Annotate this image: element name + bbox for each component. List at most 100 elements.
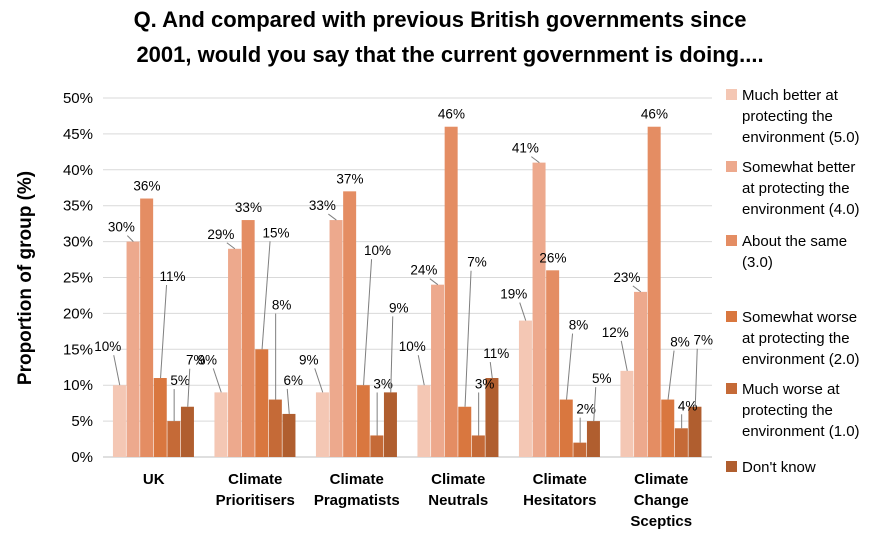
bar (214, 392, 228, 457)
bar (370, 435, 384, 457)
data-label: 7% (186, 353, 206, 368)
data-label: 4% (678, 398, 698, 413)
data-label: 19% (500, 287, 527, 302)
legend-label: environment (2.0) (742, 351, 860, 368)
bar (458, 406, 472, 457)
label-leader-line (314, 368, 324, 393)
label-leader-line (113, 355, 121, 386)
bar (573, 442, 587, 457)
label-leader-line (694, 348, 698, 407)
bar (356, 385, 370, 457)
bar (383, 392, 397, 457)
y-tick-label: 35% (63, 198, 93, 215)
legend-swatch (726, 311, 737, 322)
bar (485, 378, 499, 457)
bar (255, 349, 269, 457)
x-category-label: Climate (431, 471, 485, 488)
y-tick-label: 40% (63, 162, 93, 179)
legend-swatch (726, 235, 737, 246)
label-leader-line (620, 340, 628, 371)
bar (112, 385, 126, 457)
x-category-label: Sceptics (630, 513, 692, 530)
bar (282, 413, 296, 457)
legend-label: (3.0) (742, 254, 773, 271)
legend-swatch (726, 461, 737, 472)
y-tick-label: 50% (63, 90, 93, 107)
bar (634, 291, 648, 457)
data-label: 29% (207, 227, 234, 242)
data-label: 9% (197, 352, 217, 367)
data-label: 8% (670, 335, 690, 350)
bar (268, 399, 282, 457)
bar (620, 370, 634, 457)
label-leader-line (126, 235, 134, 242)
bar (674, 428, 688, 457)
data-label: 3% (373, 376, 393, 391)
y-tick-label: 25% (63, 270, 93, 287)
y-tick-label: 45% (63, 126, 93, 143)
data-label: 15% (263, 225, 290, 240)
data-label: 5% (170, 373, 190, 388)
data-label: 37% (336, 171, 363, 186)
y-tick-label: 10% (63, 377, 93, 394)
data-label: 24% (410, 263, 437, 278)
legend-swatch (726, 89, 737, 100)
legend-swatch (726, 383, 737, 394)
legend-label: Much worse at (742, 381, 840, 398)
data-label: 6% (283, 373, 303, 388)
data-label: 46% (438, 107, 465, 122)
bar (546, 270, 560, 457)
x-category-label: Climate (533, 471, 587, 488)
bar (140, 198, 154, 457)
legend-label: protecting the (742, 108, 833, 125)
x-category-label: Climate (228, 471, 282, 488)
data-label: 5% (592, 371, 612, 386)
bar (167, 421, 181, 457)
bar (661, 399, 675, 457)
legend-label: at protecting the (742, 180, 850, 197)
x-category-label: Pragmatists (314, 492, 400, 509)
data-label: 11% (160, 269, 186, 284)
label-leader-line (632, 285, 642, 293)
y-tick-label: 5% (71, 413, 93, 430)
label-leader-line (566, 333, 574, 400)
data-label: 8% (569, 318, 589, 333)
data-label: 10% (399, 339, 426, 354)
bar (559, 399, 573, 457)
label-leader-line (390, 316, 394, 393)
data-label: 7% (693, 333, 713, 348)
bar (126, 241, 140, 457)
label-leader-line (464, 270, 472, 407)
bar (241, 220, 255, 457)
bar (228, 248, 242, 457)
label-leader-line (286, 388, 290, 414)
bar (688, 406, 702, 457)
label-leader-line (417, 355, 425, 386)
bar (329, 220, 343, 457)
data-labels: 10%30%36%11%5%7%9%29%33%15%8%6%9%33%37%1… (94, 107, 713, 443)
bar (180, 406, 194, 457)
legend-label: protecting the (742, 402, 833, 419)
legend-label: environment (4.0) (742, 201, 860, 218)
label-leader-line (328, 213, 337, 221)
label-leader-line (226, 242, 236, 250)
legend-label: About the same (742, 233, 847, 250)
label-leader-line (489, 361, 493, 379)
data-label: 11% (483, 346, 509, 361)
data-label: 2% (576, 402, 596, 417)
legend-label: Somewhat better (742, 159, 855, 176)
label-leader-line (187, 368, 191, 407)
legend-label: environment (5.0) (742, 129, 860, 146)
bar (586, 421, 600, 457)
x-category-label: Climate (634, 471, 688, 488)
bar (532, 162, 546, 457)
bar (315, 392, 329, 457)
chart-title-line-1: Q. And compared with previous British go… (134, 7, 747, 32)
x-category-label: Climate (330, 471, 384, 488)
data-label: 33% (235, 200, 262, 215)
gridlines (103, 97, 712, 458)
label-leader-line (261, 241, 271, 350)
x-category-label: Change (634, 492, 689, 509)
bar (417, 385, 431, 457)
